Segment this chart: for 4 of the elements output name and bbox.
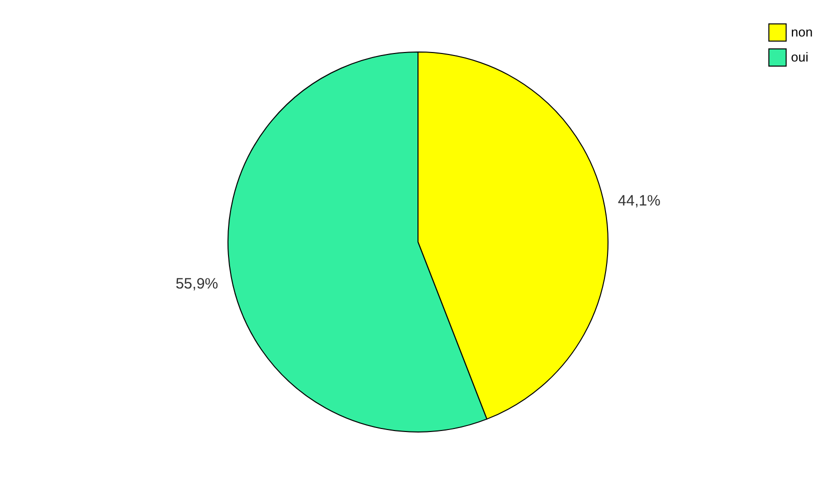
legend-label: oui (791, 50, 808, 64)
data-label: 55,9% (176, 275, 218, 292)
legend-label: non (791, 24, 813, 40)
data-label: 44,1% (618, 192, 660, 210)
